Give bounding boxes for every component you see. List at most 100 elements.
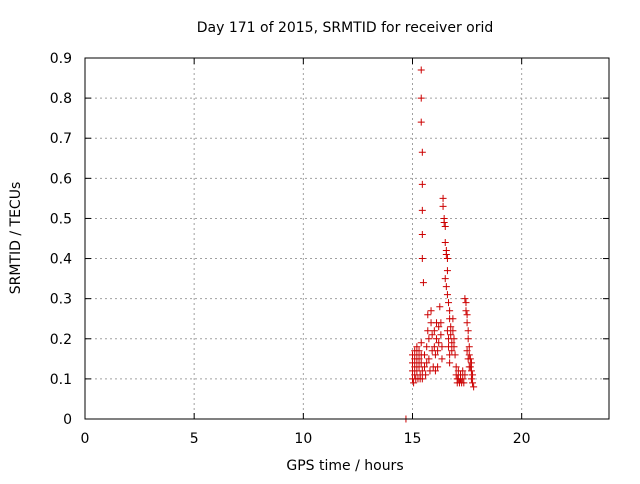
data-point: [464, 355, 472, 363]
x-tick-label: 10: [294, 431, 312, 447]
y-tick-label: 0.5: [50, 211, 72, 227]
data-point: [421, 351, 429, 359]
data-point: [439, 194, 447, 202]
data-point: [425, 335, 433, 343]
y-tick-label: 0.9: [50, 51, 72, 67]
data-point: [448, 347, 456, 355]
data-point: [430, 343, 438, 351]
data-point: [447, 331, 455, 339]
data-point: [441, 275, 449, 283]
data-point: [461, 295, 469, 303]
data-point: [459, 375, 467, 383]
data-point: [418, 367, 426, 375]
data-point: [443, 267, 451, 275]
data-point: [462, 299, 470, 307]
data-point: [427, 307, 435, 315]
data-point: [460, 379, 468, 387]
data-point: [461, 371, 469, 379]
data-points: [402, 66, 478, 423]
data-point: [443, 255, 451, 263]
y-tick-label: 0.2: [50, 332, 72, 348]
data-point: [415, 355, 423, 363]
data-point: [435, 323, 443, 331]
data-point: [437, 319, 445, 327]
data-point: [465, 343, 473, 351]
grid: [85, 58, 609, 419]
data-point: [415, 347, 423, 355]
y-tick-label: 0.7: [50, 131, 72, 147]
data-point: [418, 206, 426, 214]
data-point: [446, 351, 454, 359]
data-point: [459, 367, 467, 375]
y-tick-label: 0.8: [50, 91, 72, 107]
data-point: [434, 363, 442, 371]
data-point: [462, 307, 470, 315]
chart-title: Day 171 of 2015, SRMTID for receiver ori…: [197, 20, 494, 36]
data-point: [418, 230, 426, 238]
axis-ticks: 0 0.1 0.2 0.3 0.4 0.5 0.6 0.7 0.8 0.9 0 5 10 15 20: [50, 51, 609, 447]
data-point: [469, 379, 477, 387]
data-point: [418, 180, 426, 188]
data-point: [449, 315, 457, 323]
data-point: [417, 66, 425, 74]
data-point: [464, 335, 472, 343]
y-axis-label: SRMTID / TECUs: [8, 182, 24, 295]
data-point: [465, 351, 473, 359]
x-tick-label: 20: [513, 431, 531, 447]
plot-frame: [84, 57, 610, 420]
data-point: [445, 299, 453, 307]
data-point: [424, 327, 432, 335]
data-point: [470, 383, 478, 391]
y-tick-label: 0.1: [50, 372, 72, 388]
data-point: [442, 251, 450, 259]
x-tick-label: 5: [190, 431, 199, 447]
data-point: [435, 339, 443, 347]
data-point: [418, 255, 426, 263]
data-point: [441, 222, 449, 230]
data-point: [434, 347, 442, 355]
data-point: [418, 148, 426, 156]
data-point: [465, 363, 473, 371]
y-tick-label: 0.4: [50, 252, 72, 268]
data-point: [463, 347, 471, 355]
data-point: [431, 351, 439, 359]
data-point: [446, 359, 454, 367]
y-tick-label: 0.3: [50, 292, 72, 308]
data-point: [437, 331, 445, 339]
data-point: [439, 202, 447, 210]
data-point: [445, 335, 453, 343]
data-point: [438, 343, 446, 351]
data-point: [467, 367, 475, 375]
data-point: [423, 359, 431, 367]
data-point: [467, 375, 475, 383]
data-point: [438, 355, 446, 363]
data-point: [469, 371, 477, 379]
data-point: [413, 343, 421, 351]
x-axis-label: GPS time / hours: [286, 458, 403, 474]
data-point: [417, 94, 425, 102]
data-point: [440, 218, 448, 226]
data-point: [430, 327, 438, 335]
x-tick-label: 15: [404, 431, 422, 447]
data-point: [463, 311, 471, 319]
data-point: [452, 363, 460, 371]
y-tick-label: 0.6: [50, 171, 72, 187]
data-point: [410, 379, 418, 387]
data-point: [422, 371, 430, 379]
data-point: [421, 363, 429, 371]
data-point: [424, 311, 432, 319]
data-point: [445, 343, 453, 351]
y-tick-label: 0: [63, 412, 72, 428]
data-point: [448, 339, 456, 347]
x-tick-label: 0: [81, 431, 90, 447]
data-point: [425, 355, 433, 363]
data-point: [443, 291, 451, 299]
data-point: [433, 335, 441, 343]
data-point: [418, 375, 426, 383]
data-point: [441, 239, 449, 247]
data-point: [423, 343, 431, 351]
data-point: [417, 339, 425, 347]
data-point: [467, 359, 475, 367]
data-point: [463, 319, 471, 327]
